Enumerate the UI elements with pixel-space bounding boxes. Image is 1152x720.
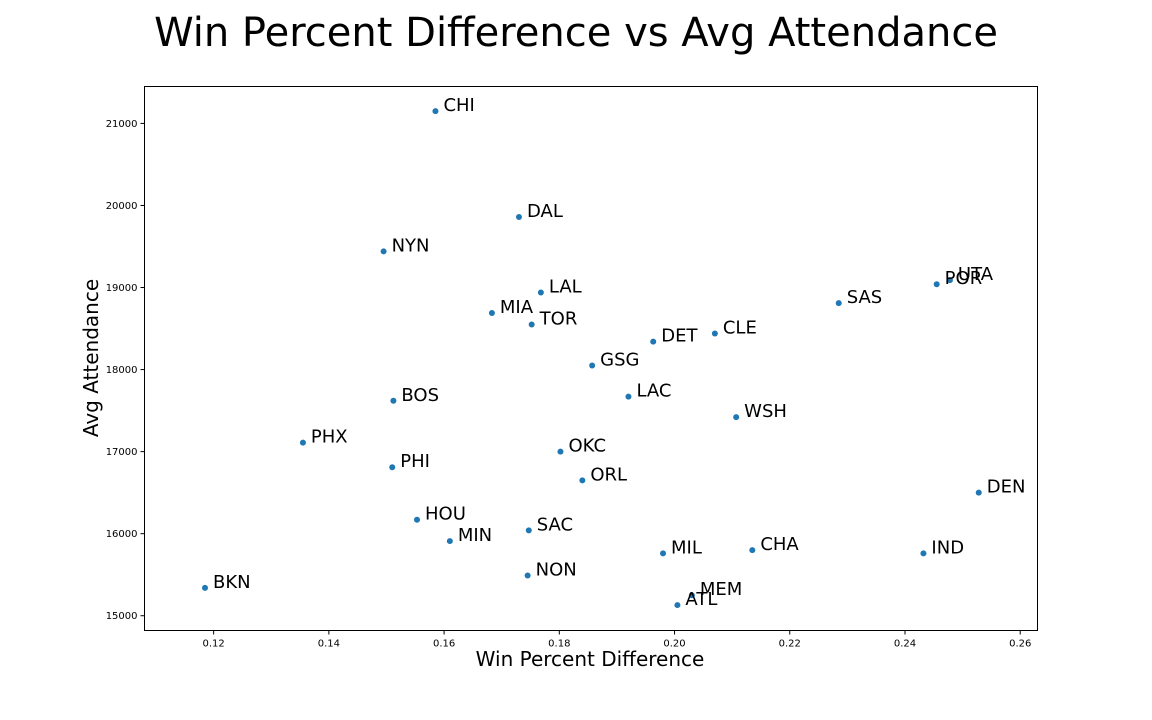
x-tick-label: 0.20	[663, 639, 685, 650]
data-point-label: NYN	[392, 235, 430, 256]
y-tick-label: 15000	[106, 611, 138, 622]
data-point-label: GSG	[600, 349, 639, 370]
data-point-label: ATL	[685, 589, 717, 610]
data-point	[380, 248, 387, 255]
data-point-label: BKN	[213, 572, 251, 593]
data-point	[688, 592, 695, 599]
data-point-label: PHI	[400, 451, 430, 472]
x-tick-label: 0.26	[1009, 639, 1031, 650]
data-point	[711, 330, 718, 337]
data-point	[733, 414, 740, 421]
x-tick-label: 0.18	[548, 639, 570, 650]
data-point-label: IND	[931, 537, 964, 558]
data-point-label: PHX	[311, 427, 348, 448]
data-point	[650, 338, 657, 345]
data-point	[488, 309, 495, 316]
data-point-label: NON	[536, 560, 577, 581]
data-point-label: ORL	[590, 464, 627, 485]
x-axis-label: Win Percent Difference	[476, 647, 705, 671]
data-point	[389, 464, 396, 471]
data-point	[920, 550, 927, 557]
data-point	[557, 448, 564, 455]
data-point-label: TOR	[539, 308, 578, 329]
y-tick-label: 21000	[106, 119, 138, 130]
plot-area	[144, 86, 1038, 631]
data-point-label: LAC	[636, 381, 671, 402]
y-axis-label: Avg Attendance	[79, 279, 103, 437]
x-tick-label: 0.24	[894, 639, 916, 650]
y-tick-label: 16000	[106, 529, 138, 540]
data-point	[674, 602, 681, 609]
y-tick-label: 19000	[106, 283, 138, 294]
data-point	[579, 477, 586, 484]
data-point-label: POR	[945, 268, 983, 289]
data-point	[525, 527, 532, 534]
data-point-label: DAL	[527, 201, 563, 222]
x-tick-label: 0.16	[433, 639, 455, 650]
data-point-label: DET	[661, 326, 698, 347]
data-point	[589, 362, 596, 369]
chart-title: Win Percent Difference vs Avg Attendance	[154, 10, 998, 56]
data-point	[299, 439, 306, 446]
data-point	[515, 213, 522, 220]
data-point-label: SAC	[537, 514, 573, 535]
data-point	[432, 108, 439, 115]
y-tick-label: 18000	[106, 365, 138, 376]
data-point-label: BOS	[401, 385, 439, 406]
y-tick-label: 20000	[106, 201, 138, 212]
data-point	[414, 516, 421, 523]
data-point-label: MEM	[700, 579, 742, 600]
data-point-label: CHI	[443, 95, 474, 116]
data-point-label: MIA	[500, 297, 534, 318]
data-point-label: WSH	[744, 401, 787, 422]
data-point	[835, 300, 842, 307]
data-point-label: LAL	[549, 276, 582, 297]
data-point	[446, 538, 453, 545]
data-point	[524, 572, 531, 579]
x-tick-label: 0.12	[203, 639, 225, 650]
y-axis: 15000 16000 17000 18000 19000 20000 21000	[106, 119, 145, 622]
data-point-label: MIL	[671, 537, 702, 558]
x-tick-label: 0.14	[318, 639, 340, 650]
x-tick-label: 0.22	[779, 639, 801, 650]
data-point-label: CHA	[760, 534, 799, 555]
data-point	[537, 289, 544, 296]
data-point	[528, 321, 535, 328]
data-point-label: UTA	[958, 264, 994, 285]
data-point-label: SAS	[847, 287, 883, 308]
data-point	[390, 397, 397, 404]
data-point-label: CLE	[723, 317, 757, 338]
data-point-label: MIN	[458, 525, 492, 546]
data-point-label: HOU	[425, 504, 466, 525]
data-point	[625, 393, 632, 400]
data-point	[749, 547, 756, 554]
data-point	[946, 277, 953, 284]
data-point	[975, 489, 982, 496]
data-point	[933, 281, 940, 288]
data-point	[201, 584, 208, 591]
data-point-label: OKC	[568, 436, 606, 457]
data-point	[660, 550, 667, 557]
x-axis: 0.12 0.14 0.16 0.18 0.20 0.22 0.24 0.26	[203, 630, 1031, 650]
y-tick-label: 17000	[106, 447, 138, 458]
data-point-label: DEN	[987, 477, 1026, 498]
